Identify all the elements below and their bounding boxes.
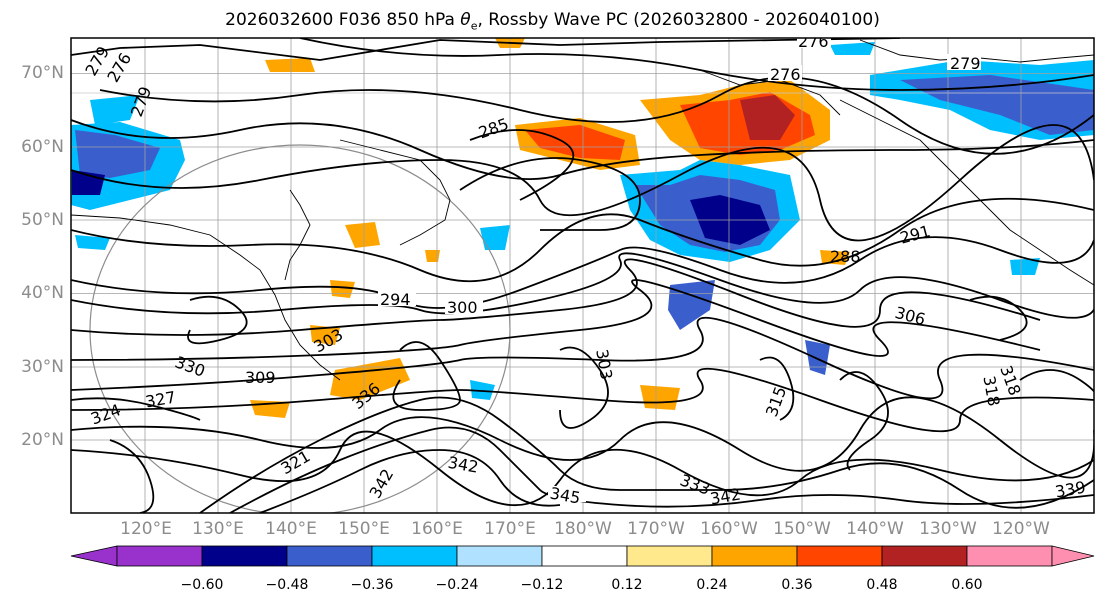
shade-blob bbox=[1010, 258, 1040, 275]
lon-label: 130°E bbox=[192, 519, 244, 539]
colorbar-segment bbox=[711, 545, 798, 567]
colorbar-segment bbox=[541, 545, 628, 567]
shade-blob bbox=[820, 250, 850, 265]
shade-blob bbox=[265, 58, 315, 72]
positive-anomaly-shading bbox=[250, 38, 850, 418]
colorbar-tick-label: −0.24 bbox=[435, 577, 479, 593]
colorbar-segment bbox=[966, 545, 1053, 567]
colorbar-tick-label: 0.48 bbox=[866, 577, 898, 593]
contour-label: 276 bbox=[798, 32, 829, 51]
lon-label: 170°E bbox=[484, 519, 536, 539]
colorbar-tick-label: −0.60 bbox=[180, 577, 224, 593]
title-suffix: , Rossby Wave PC (2026032800 - 202604010… bbox=[477, 10, 880, 30]
figure-title-container: 2026032600 F036 850 hPa θe, Rossby Wave … bbox=[0, 0, 1105, 36]
lon-label: 130°W bbox=[919, 519, 977, 539]
shade-blob bbox=[668, 280, 715, 330]
theta-e-contours bbox=[71, 38, 1094, 513]
lon-label: 140°W bbox=[846, 519, 904, 539]
shade-blob bbox=[425, 250, 440, 262]
lon-label: 120°W bbox=[992, 519, 1050, 539]
lat-label: 60°N bbox=[21, 137, 64, 157]
colorbar-tick-label: −0.12 bbox=[520, 577, 564, 593]
colorbar-segment bbox=[116, 545, 203, 567]
colorbar-extend-high bbox=[1051, 545, 1095, 567]
colorbar-segment bbox=[456, 545, 543, 567]
colorbar-tick-label: −0.48 bbox=[265, 577, 309, 593]
colorbar-segment bbox=[881, 545, 968, 567]
shade-blob bbox=[310, 325, 340, 345]
shade-blob bbox=[480, 225, 510, 250]
map-frame bbox=[70, 37, 1095, 514]
lon-label: 150°W bbox=[773, 519, 831, 539]
shade-blob bbox=[72, 170, 105, 195]
graticule bbox=[71, 38, 1094, 513]
colorbar-segment bbox=[796, 545, 883, 567]
shade-blob bbox=[525, 125, 625, 160]
lon-label: 150°E bbox=[338, 519, 390, 539]
title-subscript: e bbox=[470, 19, 478, 33]
colorbar-tick-label: 0.24 bbox=[696, 577, 728, 593]
shade-blob bbox=[640, 385, 680, 410]
contour-label: 276 bbox=[770, 65, 801, 84]
shade-blob bbox=[470, 380, 495, 400]
colorbar-tick-label: 0.36 bbox=[781, 577, 813, 593]
colorbar-extend-low bbox=[70, 545, 118, 567]
title-prefix: 2026032600 F036 850 hPa bbox=[225, 10, 461, 30]
colorbar-segment bbox=[626, 545, 713, 567]
lat-label: 50°N bbox=[21, 210, 64, 230]
contour-label: 309 bbox=[245, 368, 276, 387]
colorbar bbox=[70, 545, 1095, 567]
lat-label: 40°N bbox=[21, 283, 64, 303]
title-theta-symbol: θ bbox=[460, 10, 471, 30]
contour-label: 288 bbox=[830, 247, 861, 266]
lat-label: 30°N bbox=[21, 357, 64, 377]
shade-blob bbox=[805, 340, 830, 375]
map-panel bbox=[71, 38, 1094, 513]
colorbar-segment bbox=[286, 545, 373, 567]
lon-label: 160°W bbox=[700, 519, 758, 539]
lon-label: 160°E bbox=[411, 519, 463, 539]
lon-label: 120°E bbox=[120, 519, 172, 539]
shade-blob bbox=[830, 42, 875, 55]
lat-label: 70°N bbox=[21, 63, 64, 83]
contour-label: 300 bbox=[447, 298, 478, 317]
figure-title: 2026032600 F036 850 hPa θe, Rossby Wave … bbox=[0, 10, 1105, 32]
contour-label: 279 bbox=[950, 54, 981, 73]
lon-label: 180°W bbox=[554, 519, 612, 539]
lon-label: 170°W bbox=[627, 519, 685, 539]
colorbar-tick-label: 0.12 bbox=[611, 577, 643, 593]
shade-blob bbox=[75, 130, 160, 178]
contour-label: 294 bbox=[380, 290, 411, 309]
colorbar-tick-label: −0.36 bbox=[350, 577, 394, 593]
lat-label: 20°N bbox=[21, 430, 64, 450]
colorbar-segment bbox=[371, 545, 458, 567]
colorbar-tick-label: 0.60 bbox=[951, 577, 983, 593]
lon-label: 140°E bbox=[265, 519, 317, 539]
shade-blob bbox=[90, 95, 140, 125]
shade-blob bbox=[345, 222, 380, 248]
shade-blob bbox=[75, 235, 110, 250]
shade-blob bbox=[740, 95, 795, 140]
projection-circle bbox=[89, 144, 511, 513]
colorbar-segment bbox=[201, 545, 288, 567]
